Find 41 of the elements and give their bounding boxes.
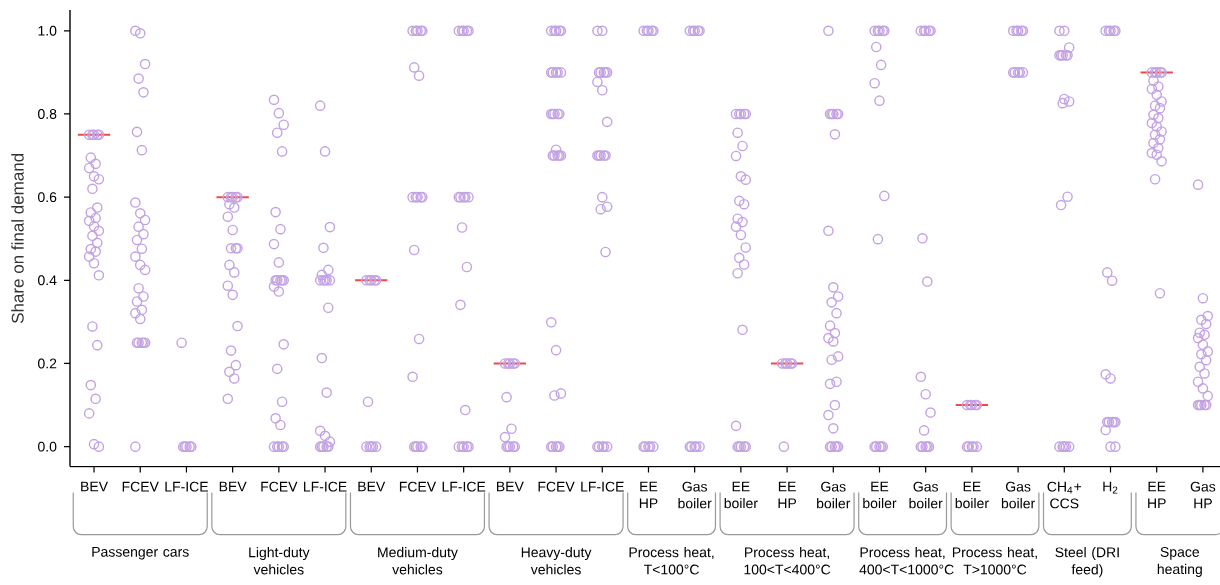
x-tick-label: BEV [81, 481, 108, 492]
x-tick-label: CH$_{4}$+ CCS [1047, 481, 1082, 509]
x-tick-label: Gas boiler [678, 481, 712, 509]
x-tick-label: LF-ICE [442, 481, 486, 492]
x-tick-label: LF-ICE [581, 481, 624, 492]
y-tick-label: 0.2 [38, 358, 57, 369]
x-tick-label: FCEV [261, 481, 298, 492]
x-tick-label: EE HP [778, 481, 797, 509]
text: Process heat, 100<T<400°C [744, 547, 831, 575]
y-tick-label: 0.6 [38, 192, 57, 203]
x-tick-label: FCEV [399, 481, 437, 492]
text: Space heating [1157, 547, 1202, 577]
x-tick-label: EE boiler [955, 481, 989, 509]
x-tick-label: EE HP [1148, 481, 1166, 509]
text: Process heat, T<100°C [629, 547, 714, 575]
text: Process heat, 400<T<1000°C [859, 547, 954, 575]
text: Medium-duty vehicles [378, 547, 458, 575]
text: Passenger cars [92, 547, 189, 560]
x-tick-label: BEV [358, 481, 386, 492]
text: Heavy-duty vehicles [521, 547, 592, 575]
x-tick-label: Gas boiler [817, 481, 851, 509]
x-tick-label: EE HP [639, 481, 658, 509]
x-tick-label: EE boiler [724, 481, 758, 509]
x-tick-label: LF-ICE [304, 481, 347, 492]
text: Steel (DRI feed) [1055, 547, 1119, 578]
x-tick-label: Gas boiler [909, 481, 943, 509]
x-tick-label: FCEV [538, 481, 575, 492]
x-tick-label: BEV [219, 481, 247, 492]
x-tick-label: Gas HP [1190, 481, 1216, 509]
x-tick-label: FCEV [122, 481, 159, 492]
y-tick-label: 0.4 [38, 275, 57, 286]
x-tick-label: Gas boiler [1001, 481, 1035, 509]
text: Light-duty vehicles [249, 547, 310, 575]
y-axis-title: Share on final demand [11, 153, 24, 324]
x-tick-label: EE boiler [863, 481, 897, 509]
x-tick-label: BEV [497, 481, 524, 492]
y-tick-label: 0.8 [38, 109, 57, 119]
x-tick-label: LF-ICE [165, 481, 208, 492]
y-tick-label: 0.0 [38, 441, 57, 452]
y-tick-label: 1.0 [38, 25, 57, 36]
x-tick-label: H$_{2}$ [1103, 481, 1118, 494]
